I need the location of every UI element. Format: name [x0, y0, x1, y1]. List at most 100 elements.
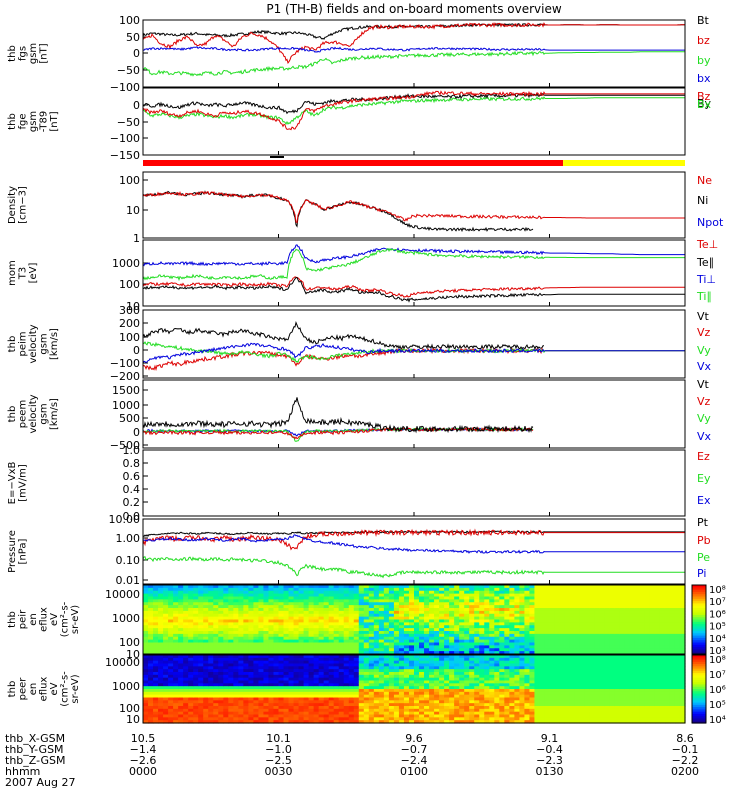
- heatmap-cell: [614, 642, 621, 646]
- heatmap-cell: [253, 680, 260, 684]
- heatmap-cell: [318, 683, 325, 687]
- heatmap-cell: [519, 697, 526, 701]
- heatmap-cell: [163, 663, 169, 667]
- heatmap-cell: [403, 602, 410, 606]
- heatmap-cell: [228, 655, 234, 659]
- heatmap-cell: [328, 677, 335, 682]
- heatmap-cell: [549, 677, 556, 682]
- heatmap-cell: [343, 686, 350, 690]
- heatmap-cell: [338, 672, 345, 676]
- heatmap-cell: [268, 587, 275, 592]
- heatmap-cell: [464, 720, 470, 724]
- heatmap-cell: [484, 622, 490, 626]
- heatmap-cell: [594, 648, 601, 652]
- heatmap-cell: [509, 660, 515, 665]
- heatmap-cell: [449, 677, 455, 682]
- heatmap-cell: [378, 648, 385, 652]
- heatmap-cell: [363, 717, 370, 721]
- heatmap-cell: [208, 596, 214, 600]
- heatmap-cell: [173, 689, 179, 693]
- heatmap-cell: [504, 697, 510, 701]
- heatmap-cell: [388, 672, 395, 676]
- heatmap-cell: [263, 633, 270, 638]
- heatmap-cell: [353, 708, 360, 713]
- heatmap-cell: [178, 689, 184, 693]
- heatmap-cell: [424, 590, 430, 595]
- heatmap-cell: [624, 585, 631, 589]
- heatmap-cell: [424, 616, 430, 621]
- panel-peim: thb peim velocity gsm [km/s]3002001000−100−2…: [7, 304, 712, 383]
- heatmap-cell: [258, 631, 265, 635]
- panel-peem: thb peem velocity gsm [km/s]150010005000−500…: [7, 378, 712, 452]
- heatmap-cell: [343, 619, 350, 623]
- heatmap-cell: [584, 616, 591, 621]
- heatmap-cell: [429, 694, 435, 699]
- heatmap-cell: [514, 660, 520, 665]
- heatmap-cell: [579, 599, 586, 603]
- heatmap-cell: [383, 677, 390, 682]
- heatmap-cell: [298, 619, 305, 623]
- heatmap-cell: [263, 625, 270, 629]
- heatmap-cell: [424, 708, 430, 713]
- heatmap-cell: [424, 655, 430, 659]
- heatmap-cell: [198, 645, 204, 649]
- heatmap-cell: [288, 639, 295, 644]
- heatmap-cell: [584, 625, 591, 629]
- heatmap-cell: [293, 674, 300, 679]
- heatmap-cell: [654, 590, 661, 595]
- heatmap-cell: [424, 714, 430, 718]
- heatmap-cell: [403, 642, 410, 646]
- heatmap-cell: [459, 666, 465, 670]
- heatmap-cell: [484, 645, 490, 649]
- heatmap-cell: [203, 663, 209, 667]
- heatmap-cell: [338, 639, 345, 644]
- heatmap-cell: [564, 645, 571, 649]
- heatmap-cell: [484, 697, 490, 701]
- heatmap-cell: [283, 636, 290, 641]
- heatmap-cell: [263, 700, 270, 704]
- heatmap-cell: [429, 590, 435, 595]
- heatmap-cell: [358, 622, 365, 626]
- heatmap-cell: [253, 599, 260, 603]
- heatmap-cell: [664, 585, 671, 589]
- heatmap-cell: [524, 714, 531, 718]
- heatmap-cell: [454, 616, 460, 621]
- heatmap-cell: [589, 633, 596, 638]
- heatmap-cell: [499, 663, 505, 667]
- heatmap-cell: [188, 599, 194, 603]
- heatmap-cell: [268, 619, 275, 623]
- heatmap-cell: [554, 613, 561, 618]
- ytick-label-peem: 500: [119, 412, 140, 425]
- heatmap-cell: [373, 669, 380, 673]
- heatmap-cell: [559, 714, 566, 718]
- heatmap-cell: [654, 622, 661, 626]
- heatmap-cell: [373, 697, 380, 701]
- heatmap-cell: [243, 720, 249, 724]
- heatmap-cell: [328, 663, 335, 667]
- heatmap-cell: [378, 706, 385, 710]
- heatmap-cell: [258, 711, 265, 716]
- heatmap-cell: [203, 720, 209, 724]
- heatmap-cell: [373, 610, 380, 615]
- heatmap-cell: [183, 639, 189, 644]
- heatmap-cell: [393, 663, 400, 667]
- heatmap-cell: [333, 697, 340, 701]
- heatmap-cell: [424, 622, 430, 626]
- heatmap-cell: [499, 655, 505, 659]
- heatmap-cell: [323, 587, 330, 592]
- heatmap-cell: [268, 625, 275, 629]
- heatmap-cell: [654, 631, 661, 635]
- heatmap-cell: [258, 585, 265, 589]
- heatmap-cell: [373, 663, 380, 667]
- heatmap-cell: [449, 648, 455, 652]
- heatmap-cell: [213, 610, 219, 615]
- heatmap-cell: [373, 680, 380, 684]
- heatmap-cell: [669, 622, 676, 626]
- heatmap-cell: [378, 631, 385, 635]
- heatmap-cell: [198, 587, 204, 592]
- heatmap-cell: [614, 648, 621, 652]
- heatmap-cell: [549, 666, 556, 670]
- heatmap-cell: [363, 613, 370, 618]
- heatmap-cell: [333, 587, 340, 592]
- heatmap-cell: [223, 628, 229, 632]
